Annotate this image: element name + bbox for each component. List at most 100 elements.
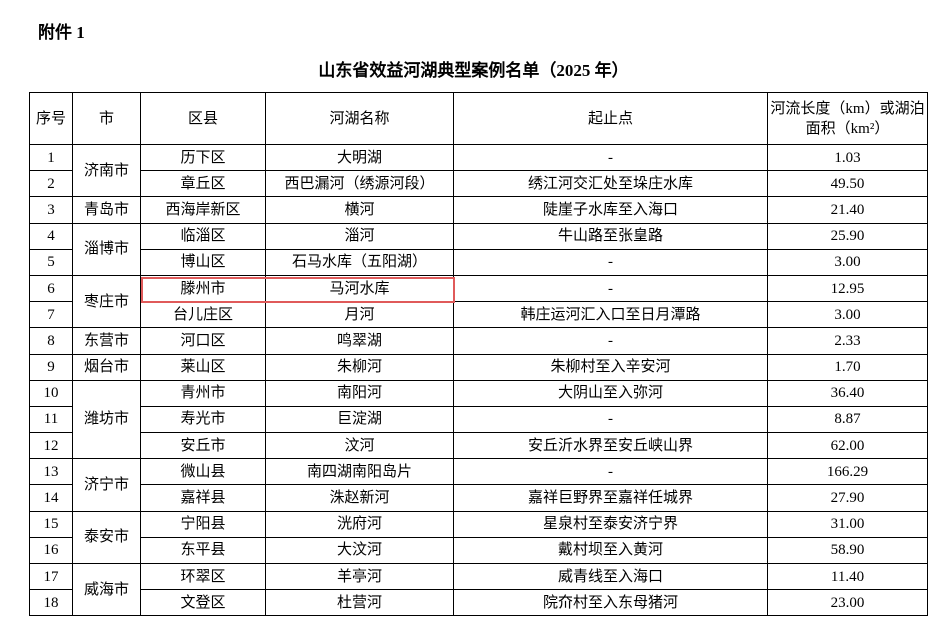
start-end: 安丘沂水界至安丘峡山界	[453, 432, 768, 460]
table-row: 7 台儿庄区 月河 韩庄运河汇入口至日月潭路 3.00	[29, 301, 928, 329]
row-number: 7	[29, 301, 73, 329]
water-body: 朱柳河	[265, 353, 454, 381]
start-end: -	[453, 458, 768, 486]
water-body: 巨淀湖	[265, 405, 454, 434]
city: 济南市	[72, 143, 141, 198]
start-end: 院夼村至入东母猪河	[453, 589, 768, 617]
table-row: 12 安丘市 汶河 安丘沂水界至安丘峡山界 62.00	[29, 432, 928, 460]
table-row: 4 淄博市 临淄区 淄河 牛山路至张皇路 25.90	[29, 222, 928, 276]
start-end: -	[453, 327, 768, 355]
row-number: 11	[29, 405, 73, 434]
district: 莱山区	[140, 353, 266, 381]
row-number: 17	[29, 562, 73, 591]
water-body: 鸣翠湖	[265, 327, 454, 355]
row-number: 16	[29, 536, 73, 565]
document-title: 山东省效益河湖典型案例名单（2025 年）	[318, 61, 629, 80]
start-end: 牛山路至张皇路	[453, 222, 768, 250]
district: 微山县	[140, 458, 266, 486]
row-number: 3	[29, 196, 73, 224]
district: 寿光市	[140, 405, 266, 434]
attachment-label: 附件 1	[38, 23, 85, 42]
length-area: 1.03	[767, 143, 928, 172]
table-row: 17 威海市 环翠区 羊亭河 威青线至入海口 11.40	[29, 562, 928, 617]
column-header: 河流长度（km）或湖泊面积（km²）	[767, 92, 928, 145]
column-header: 河湖名称	[265, 92, 454, 145]
water-body: 月河	[265, 301, 454, 329]
district: 河口区	[140, 327, 266, 355]
length-area: 166.29	[767, 458, 928, 486]
water-body: 南阳河	[265, 379, 454, 407]
row-number: 1	[29, 143, 73, 172]
water-body: 杜营河	[265, 589, 454, 617]
water-body: 汶河	[265, 432, 454, 460]
district: 嘉祥县	[140, 484, 266, 512]
water-body: 羊亭河	[265, 562, 454, 591]
table-row: 6 枣庄市 滕州市 马河水库 -12.95	[29, 274, 928, 329]
district: 青州市	[140, 379, 266, 407]
city: 泰安市	[72, 510, 141, 565]
water-body: 大明湖	[265, 143, 454, 172]
table-row: 14 嘉祥县 洙赵新河 嘉祥巨野界至嘉祥任城界 27.90	[29, 484, 928, 512]
header-row: 序号市区县 河湖名称 起止点 河流长度（km）或湖泊面积（km²）	[29, 92, 928, 145]
start-end: 嘉祥巨野界至嘉祥任城界	[453, 484, 768, 512]
length-area: 62.00	[767, 432, 928, 460]
row-number: 8	[29, 327, 73, 355]
city: 东营市	[72, 327, 141, 355]
length-area: 8.87	[767, 405, 928, 434]
length-area: 27.90	[767, 484, 928, 512]
table-row: 16 东平县 大汶河 戴村坝至入黄河 58.90	[29, 536, 928, 565]
length-area: 25.90	[767, 222, 928, 250]
district: 宁阳县	[140, 510, 266, 538]
water-body: 洸府河	[265, 510, 454, 538]
start-end: 威青线至入海口	[453, 562, 768, 591]
water-body: 西巴漏河（绣源河段）	[265, 170, 454, 198]
length-area: 11.40	[767, 562, 928, 591]
length-area: 23.00	[767, 589, 928, 617]
district: 东平县	[140, 536, 266, 565]
district: 安丘市	[140, 432, 266, 460]
district: 博山区	[140, 248, 266, 276]
length-area: 3.00	[767, 301, 928, 329]
table-row: 10 潍坊市 青州市 南阳河 大阴山至入弥河 36.40	[29, 379, 928, 460]
table-row: 3 青岛市 西海岸新区 横河 陡崖子水库至入海口 21.40	[29, 196, 928, 224]
row-number: 14	[29, 484, 73, 512]
length-area: 36.40	[767, 379, 928, 407]
length-area: 1.70	[767, 353, 928, 381]
start-end: 朱柳村至入辛安河	[453, 353, 768, 381]
table-row: 13 济宁市 微山县 南四湖南阳岛片 -166.29	[29, 458, 928, 512]
district: 文登区	[140, 589, 266, 617]
water-body: 淄河	[265, 222, 454, 250]
table-row: 2 章丘区 西巴漏河（绣源河段） 绣江河交汇处至垛庄水库 49.50	[29, 170, 928, 198]
city: 青岛市	[72, 196, 141, 224]
length-area: 21.40	[767, 196, 928, 224]
row-number: 15	[29, 510, 73, 538]
start-end: 星泉村至泰安济宁界	[453, 510, 768, 538]
table-row: 8 东营市 河口区 鸣翠湖 -2.33	[29, 327, 928, 355]
table-body: 1 济南市 历下区 大明湖 - 1.03 2 章丘区 西巴漏河（绣源河段） 绣江河交汇处至垛庄水库…	[29, 143, 928, 617]
column-header: 起止点	[453, 92, 768, 145]
table-row: 9 烟台市 莱山区 朱柳河 朱柳村至入辛安河 1.70	[29, 353, 928, 381]
row-number: 9	[29, 353, 73, 381]
city: 威海市	[72, 562, 141, 617]
district: 西海岸新区	[140, 196, 266, 224]
row-number: 13	[29, 458, 73, 486]
start-end: 韩庄运河汇入口至日月潭路	[453, 301, 768, 329]
start-end: 戴村坝至入黄河	[453, 536, 768, 565]
start-end: -	[453, 248, 768, 276]
district: 历下区	[140, 143, 266, 172]
table-row: 11 寿光市 巨淀湖 -8.87	[29, 405, 928, 434]
district: 章丘区	[140, 170, 266, 198]
row-number: 5	[29, 248, 73, 276]
row-number: 4	[29, 222, 73, 250]
row-number: 10	[29, 379, 73, 407]
start-end: 绣江河交汇处至垛庄水库	[453, 170, 768, 198]
water-body: 洙赵新河	[265, 484, 454, 512]
row-number: 2	[29, 170, 73, 198]
length-area: 58.90	[767, 536, 928, 565]
column-header: 序号	[29, 92, 73, 145]
city: 烟台市	[72, 353, 141, 381]
column-header: 市	[72, 92, 141, 145]
row-number: 12	[29, 432, 73, 460]
case-table: 序号市区县 河湖名称 起止点 河流长度（km）或湖泊面积（km²） 1 济南市 历下区 大明…	[29, 92, 928, 617]
